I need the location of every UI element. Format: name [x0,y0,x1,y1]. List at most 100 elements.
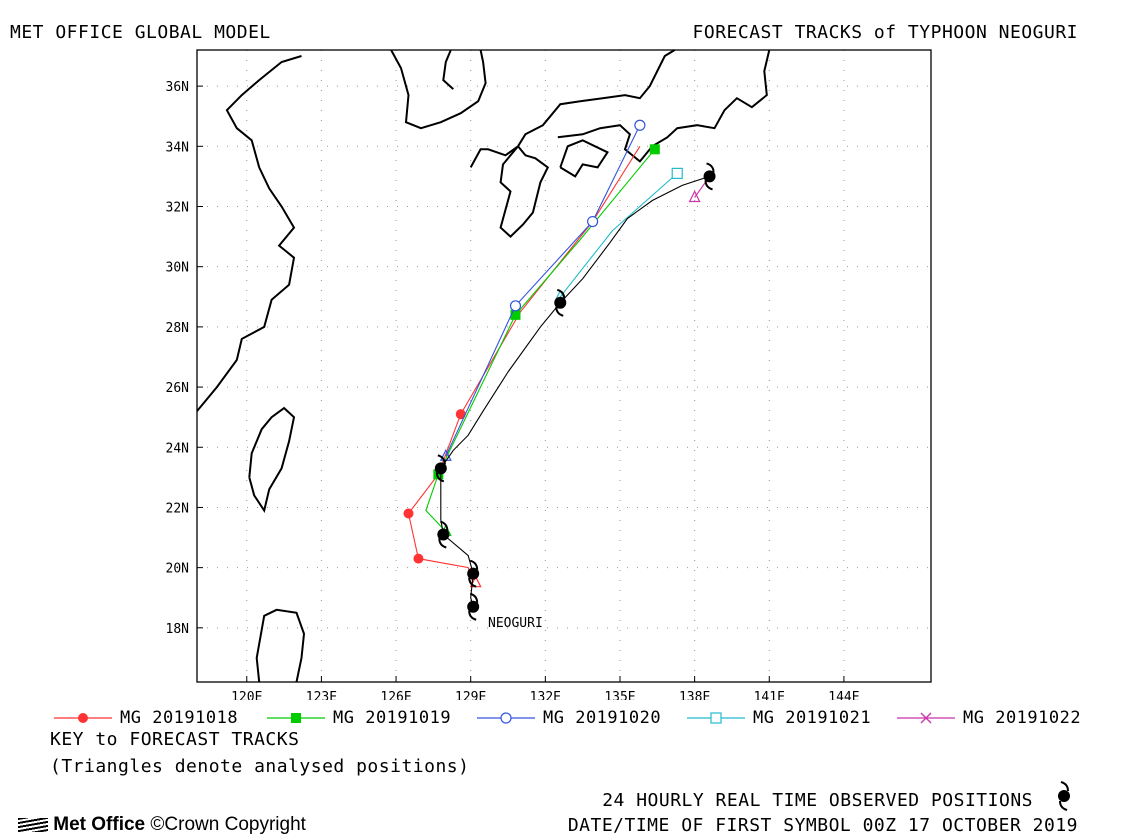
y-tick-label: 22N [166,501,189,516]
coastline [559,139,609,178]
coastline [442,49,454,90]
series-line [407,146,641,583]
coastlines [196,49,771,683]
legend-swatch [54,713,112,723]
legend-swatch [477,712,535,724]
x-tick-label: 144E [828,690,859,700]
x-tick-label: 138E [679,690,710,700]
observed-positions-note: 24 HOURLY REAL TIME OBSERVED POSITIONS [602,790,1033,811]
map-frame [196,49,932,683]
series-point [413,553,424,564]
x-tick-label: 120E [231,690,262,700]
typhoon-arm [438,538,447,549]
series-point [671,167,683,179]
series-point [403,508,414,519]
legend-entry: MG 20191022 [893,708,1081,728]
typhoon-eye [467,567,480,580]
x-tick-label: 123E [306,690,337,700]
analysed-triangle [688,190,701,203]
typhoon-marker [434,454,447,483]
typhoon-marker [467,559,480,588]
coastline [469,49,676,168]
typhoon-arm [556,288,566,299]
series-point [634,119,646,131]
x-tick-label: 132E [530,690,561,700]
legend-marker [920,712,932,724]
series-point [587,215,599,228]
observed-track [434,162,716,621]
cross-stroke [920,712,932,724]
copyright-credit: Met Office ©Crown Copyright [18,814,306,836]
legend-marker [710,712,722,724]
legend-label: MG 20191021 [753,708,872,728]
typhoon-eye [703,170,716,183]
coastline [390,49,487,130]
typhoon-symbol-icon [1058,781,1070,811]
key-note: (Triangles denote analysed positions) [50,756,470,777]
axis-ticks: 120E 123E 126E 129E 132E 135E 138E 141E 144E 18N 2… [166,80,860,700]
legend-entry: MG 20191018 [50,708,238,728]
coastline [196,55,302,412]
series-point [433,469,444,480]
typhoon-marker [554,288,567,317]
legend-marker [291,713,301,723]
series-point [509,300,522,312]
y-tick-label: 34N [166,140,189,155]
model-title: MET OFFICE GLOBAL MODEL [10,22,271,43]
legend-entry: MG 20191021 [683,708,871,728]
storm-name-label: NEOGURI [488,616,543,631]
y-tick-label: 24N [166,441,189,456]
typhoon-arm [704,180,713,191]
typhoon-arm [440,520,449,531]
coastline [557,49,771,163]
legend-marker [78,713,88,723]
forecast-tracks [403,119,711,588]
typhoon-eye [554,296,567,309]
series-line [445,124,641,457]
series-point [649,144,660,155]
legend-marker [500,712,512,724]
y-tick-label: 18N [166,622,189,637]
typhoon-marker [467,592,480,621]
met-office-logo-icon [18,817,48,832]
x-tick-label: 126E [380,690,411,700]
key-title: KEY to FORECAST TRACKS [50,729,300,750]
coastline [248,406,296,513]
track-map: 120E 123E 126E 129E 132E 135E 138E 141E 144E 18N 2… [166,49,932,700]
legend-swatch [267,713,325,723]
y-tick-label: 32N [166,200,189,215]
typhoon-marker [703,162,716,191]
typhoon-arm [706,162,715,173]
typhoon-arm [469,559,479,570]
typhoon-eye [437,528,450,541]
y-tick-label: 30N [166,261,189,276]
series-point [455,409,466,420]
typhoon-arm [437,454,446,465]
legend-swatch [687,712,745,724]
typhoon-arm [468,610,477,621]
typhoon-arm [555,306,564,317]
typhoon-arm [468,577,477,588]
legend-label: MG 20191018 [120,708,239,728]
coastline [255,608,306,683]
legend-label: MG 20191022 [963,708,1082,728]
coastline [499,145,550,238]
series-line [559,172,678,298]
typhoon-eye [467,600,480,613]
copyright-text: ©Crown Copyright [150,814,306,835]
legend-label: MG 20191020 [543,708,662,728]
chart-title: FORECAST TRACKS of TYPHOON NEOGURI [692,22,1078,43]
typhoon-arm [435,472,445,483]
y-tick-label: 28N [166,321,189,336]
legend-label: MG 20191019 [333,708,452,728]
typhoon-marker [437,520,450,549]
typhoon-arm [469,592,479,603]
typhoon-eye [434,462,447,475]
legend-swatch [897,712,955,724]
observed-line [440,175,710,607]
x-tick-label: 135E [604,690,635,700]
x-tick-label: 141E [754,690,785,700]
series-point [510,309,521,320]
first-symbol-datetime: DATE/TIME OF FIRST SYMBOL 00Z 17 OCTOBER… [567,815,1078,836]
legend-entry: MG 20191019 [263,708,451,728]
